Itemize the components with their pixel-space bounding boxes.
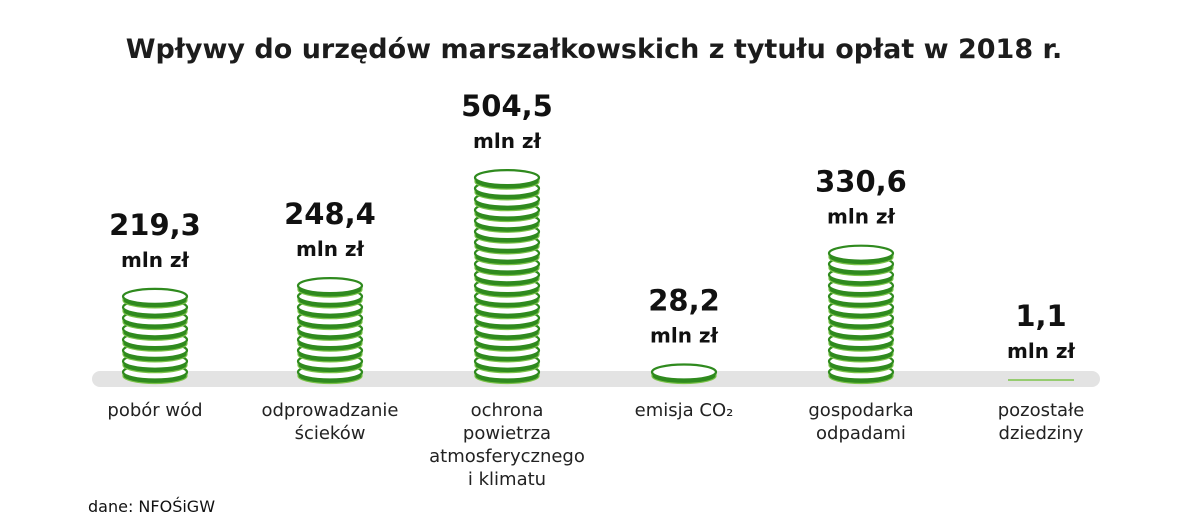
baseline-bar	[92, 371, 1100, 387]
category-label-6: pozostałe dziedziny	[998, 400, 1085, 444]
unit-label-6: mln zł	[1007, 339, 1076, 363]
chart-title: Wpływy do urzędów marszałkowskich z tytu…	[126, 34, 1062, 65]
coin	[121, 287, 189, 309]
value-label-5: 330,6	[815, 165, 907, 199]
value-label-4: 28,2	[648, 284, 720, 318]
unit-label-2: mln zł	[296, 237, 365, 261]
coin-stack-5	[827, 244, 895, 385]
coin	[650, 363, 718, 385]
value-label-1: 219,3	[109, 208, 201, 242]
category-label-3: ochrona powietrza atmosferycznego i klimatu	[429, 400, 585, 490]
coin-stack-2	[296, 277, 364, 385]
value-label-2: 248,4	[284, 197, 376, 231]
chart-marks: 219,3 mln zł pobór wód 248,4 mln zł odprowadz…	[107, 89, 1084, 490]
category-label-2: odprowadzanie ścieków	[261, 400, 398, 444]
coin-stack-3	[473, 169, 541, 385]
unit-label-4: mln zł	[650, 324, 719, 348]
source-note: dane: NFOŚiGW	[88, 497, 215, 516]
unit-label-5: mln zł	[827, 205, 896, 229]
coin-stack-4	[650, 363, 718, 385]
value-label-6: 1,1	[1015, 299, 1066, 333]
coin	[473, 169, 541, 190]
value-label-3: 504,5	[461, 89, 553, 123]
coin	[827, 244, 895, 266]
unit-label-1: mln zł	[121, 248, 190, 272]
coin	[296, 277, 364, 298]
coin-stack-1	[121, 287, 189, 385]
category-label-4: emisja CO₂	[635, 400, 734, 421]
unit-label-3: mln zł	[473, 129, 542, 153]
category-label-5: gospodarka odpadami	[808, 400, 913, 444]
category-label-1: pobór wód	[107, 400, 202, 421]
